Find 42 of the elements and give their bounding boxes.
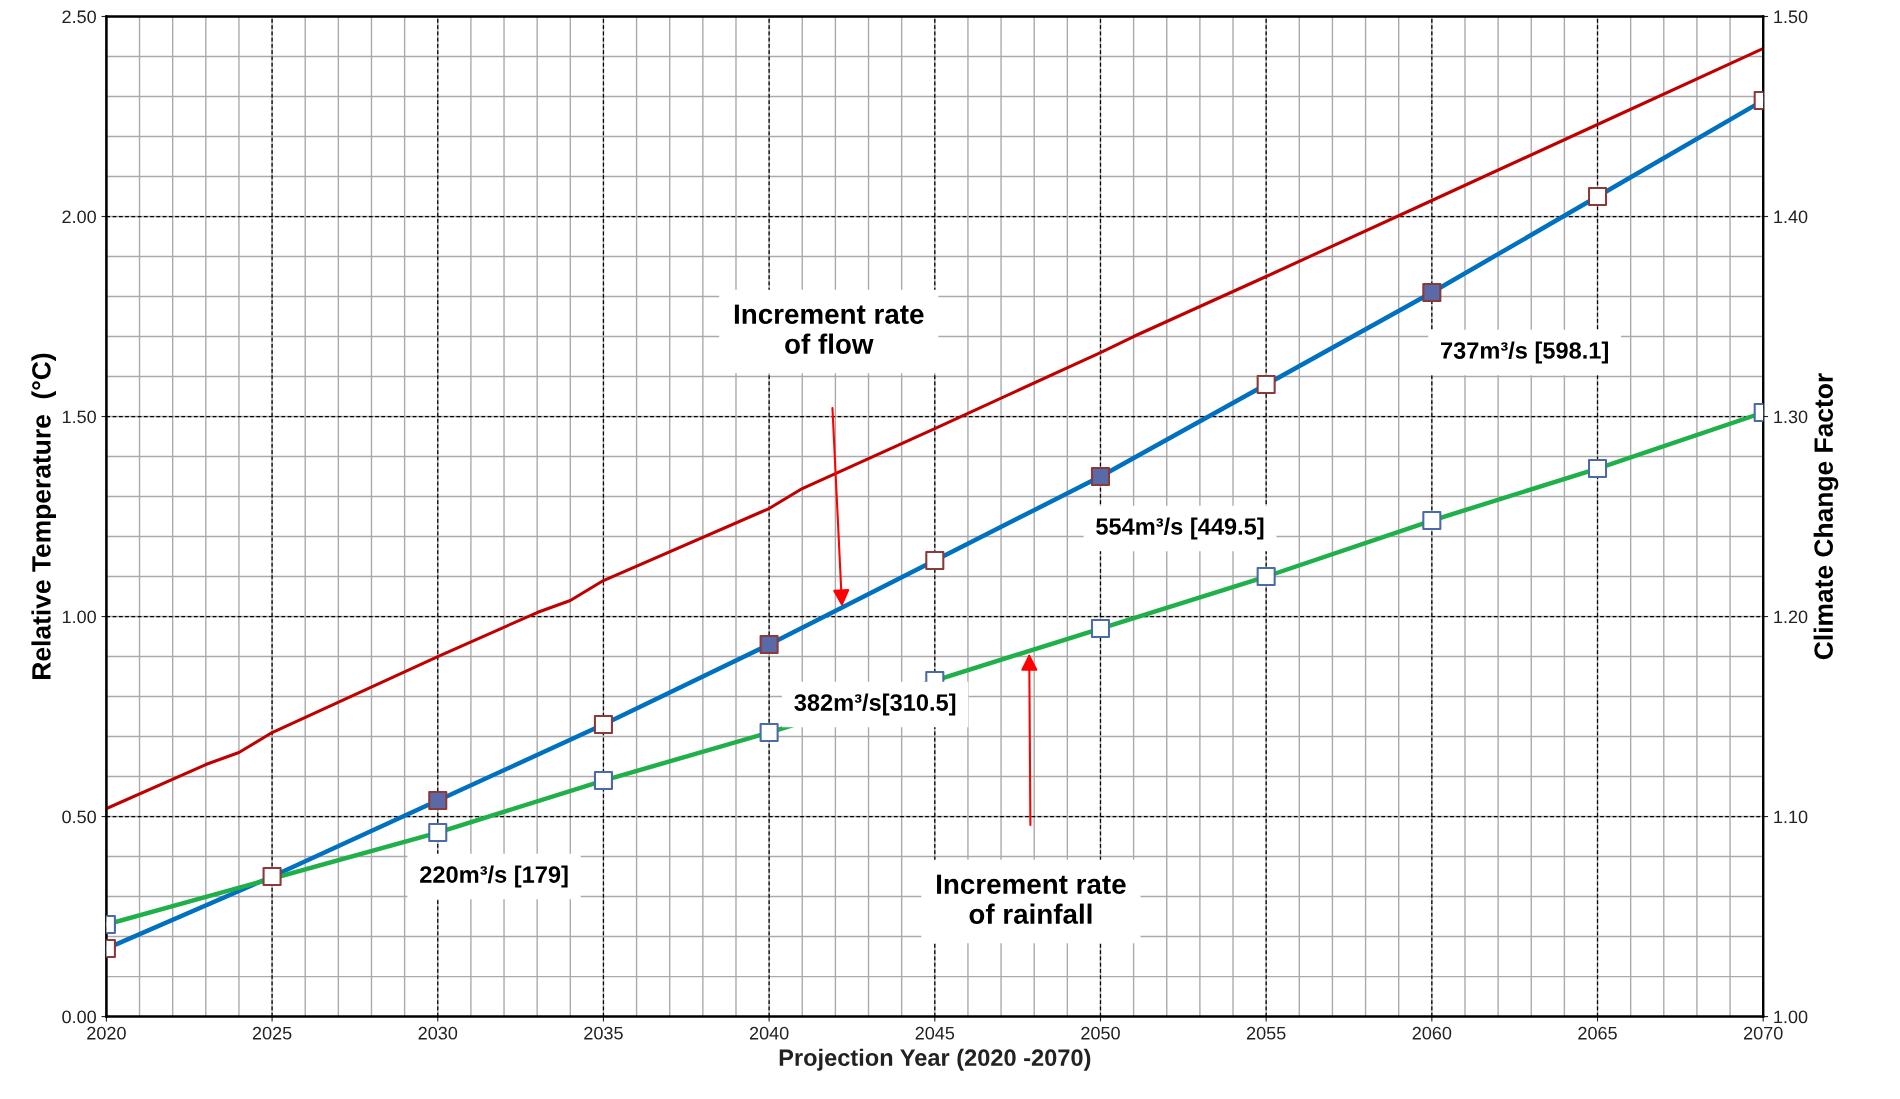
annotation: 382m³/s[310.5] [794,693,956,716]
x-tick-label: 2070 [1744,1026,1783,1040]
y-tick-label: 1.50 [62,410,96,424]
y-tick-label: 0.50 [62,810,96,824]
y2-axis-title: Climate Change Factor [1813,373,1839,660]
annotation: 737m³/s [598.1] [1440,341,1608,364]
y2-tick-label: 1.40 [1774,210,1808,224]
x-tick-label: 2030 [418,1026,458,1040]
y-tick-label: 2.00 [62,210,96,224]
y-tick-label: 2.50 [62,10,96,24]
x-tick-label: 2045 [915,1026,955,1040]
y2-tick-label: 1.10 [1774,810,1808,824]
x-axis-title: Projection Year (2020 -2070) [779,1048,1091,1071]
y2-tick-label: 1.30 [1774,410,1808,424]
point [262,867,282,887]
point [925,550,945,571]
point [1256,374,1276,395]
x-tick-label: 2065 [1578,1026,1617,1040]
y-tick-label: 1.00 [62,610,96,624]
x-tick-label: 2035 [584,1026,623,1040]
x-tick-label: 2060 [1412,1026,1452,1040]
annotation: Increment rate of flow [734,304,924,354]
x-tick-label: 2050 [1081,1026,1120,1040]
x-tick-label: 2040 [749,1026,789,1040]
y-axis-title: Relative Temperature (°C) [31,353,56,679]
annotation: Increment rate of rainfall [937,874,1126,924]
annotation: 554m³/s [449.5] [1096,517,1264,540]
y2-tick-label: 1.00 [1774,1010,1808,1024]
x-tick-label: 2025 [252,1026,292,1040]
y-tick-label: 0.00 [62,1010,96,1024]
annotation: 220m³/s [179] [420,865,568,888]
point [428,791,448,811]
line-series [106,46,1764,811]
point [1422,282,1442,303]
x-tick-label: 2020 [87,1026,126,1040]
y2-tick-label: 1.50 [1774,10,1808,24]
point [1090,466,1111,487]
point [759,635,779,655]
point [1587,186,1608,207]
point [593,715,613,735]
x-tick-label: 2055 [1246,1026,1286,1040]
y2-tick-label: 1.20 [1774,610,1808,624]
